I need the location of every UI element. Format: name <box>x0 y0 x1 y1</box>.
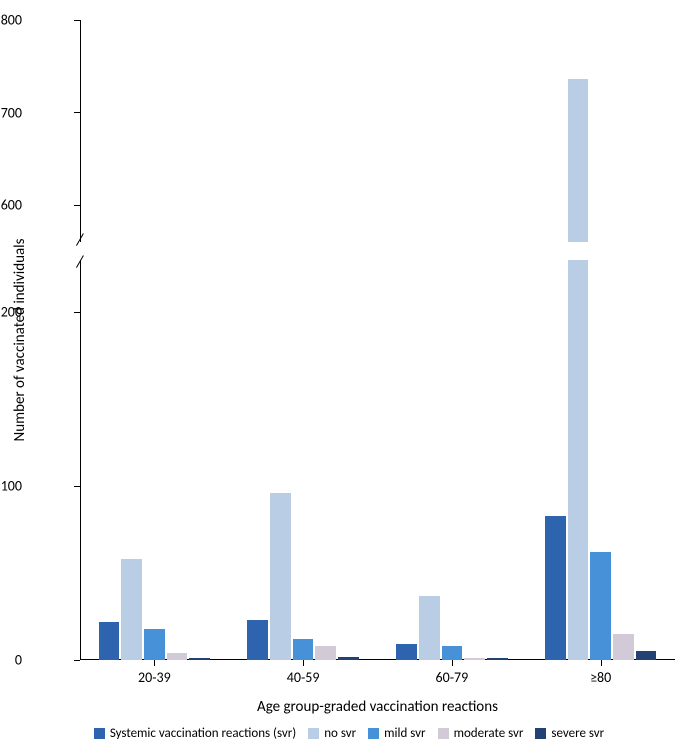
y-tick-label: 200 <box>0 304 22 321</box>
bar <box>487 658 508 660</box>
legend-item: no svr <box>308 726 356 741</box>
y-tick-label: 600 <box>0 197 22 214</box>
y-tick-label: 800 <box>0 12 22 29</box>
bar <box>419 596 440 660</box>
bar <box>121 559 142 660</box>
legend-item: moderate svr <box>438 726 524 741</box>
bar <box>189 658 210 660</box>
bar <box>590 552 611 660</box>
legend-label: Systemic vaccination reactions (svr) <box>110 726 296 741</box>
y-axis-upper <box>80 20 81 242</box>
y-axis-lower <box>80 260 81 660</box>
legend-label: no svr <box>324 726 356 741</box>
bar-break-gap <box>566 242 591 260</box>
bar <box>464 658 485 660</box>
bar <box>247 620 268 660</box>
x-tick-label: 60-79 <box>436 669 469 686</box>
y-tick <box>74 20 80 21</box>
legend-item: mild svr <box>368 726 425 741</box>
bar-upper <box>568 79 589 242</box>
y-tick <box>74 205 80 206</box>
x-axis-label: Age group-graded vaccination reactions <box>80 698 675 716</box>
y-tick-label: 0 <box>0 652 22 669</box>
plot-area: 010020060070080020-3940-5960-79≥80 <box>80 20 675 660</box>
bar <box>293 639 314 660</box>
legend-swatch <box>368 728 379 739</box>
bar <box>545 516 566 660</box>
y-tick <box>74 312 80 313</box>
y-tick-label: 700 <box>0 104 22 121</box>
x-tick <box>452 660 453 666</box>
bar <box>636 651 657 660</box>
y-tick <box>74 660 80 661</box>
legend-swatch <box>94 728 105 739</box>
legend-item: Systemic vaccination reactions (svr) <box>94 726 296 741</box>
bar <box>270 493 291 660</box>
x-tick-label: ≥80 <box>590 669 611 686</box>
legend-label: moderate svr <box>454 726 524 741</box>
legend-label: mild svr <box>384 726 425 741</box>
x-tick-label: 40-59 <box>287 669 320 686</box>
bar <box>442 646 463 660</box>
legend-label: severe svr <box>551 726 604 741</box>
x-tick <box>154 660 155 666</box>
y-tick <box>74 112 80 113</box>
x-tick <box>303 660 304 666</box>
y-tick-label: 100 <box>0 478 22 495</box>
y-tick <box>74 486 80 487</box>
x-tick <box>601 660 602 666</box>
legend: Systemic vaccination reactions (svr) no s… <box>0 726 698 743</box>
legend-swatch <box>438 728 449 739</box>
bar <box>99 622 120 660</box>
y-axis-label: Number of vaccinated individuals <box>11 239 29 442</box>
bar <box>613 634 634 660</box>
x-tick-label: 20-39 <box>138 669 171 686</box>
bar <box>315 646 336 660</box>
bar <box>396 644 417 660</box>
chart-container: Number of vaccinated individuals 0100200… <box>0 0 698 754</box>
bar <box>338 657 359 660</box>
legend-item: severe svr <box>535 726 604 741</box>
bar <box>144 629 165 660</box>
bar-lower <box>568 260 589 660</box>
legend-swatch <box>535 728 546 739</box>
bar <box>167 653 188 660</box>
legend-swatch <box>308 728 319 739</box>
